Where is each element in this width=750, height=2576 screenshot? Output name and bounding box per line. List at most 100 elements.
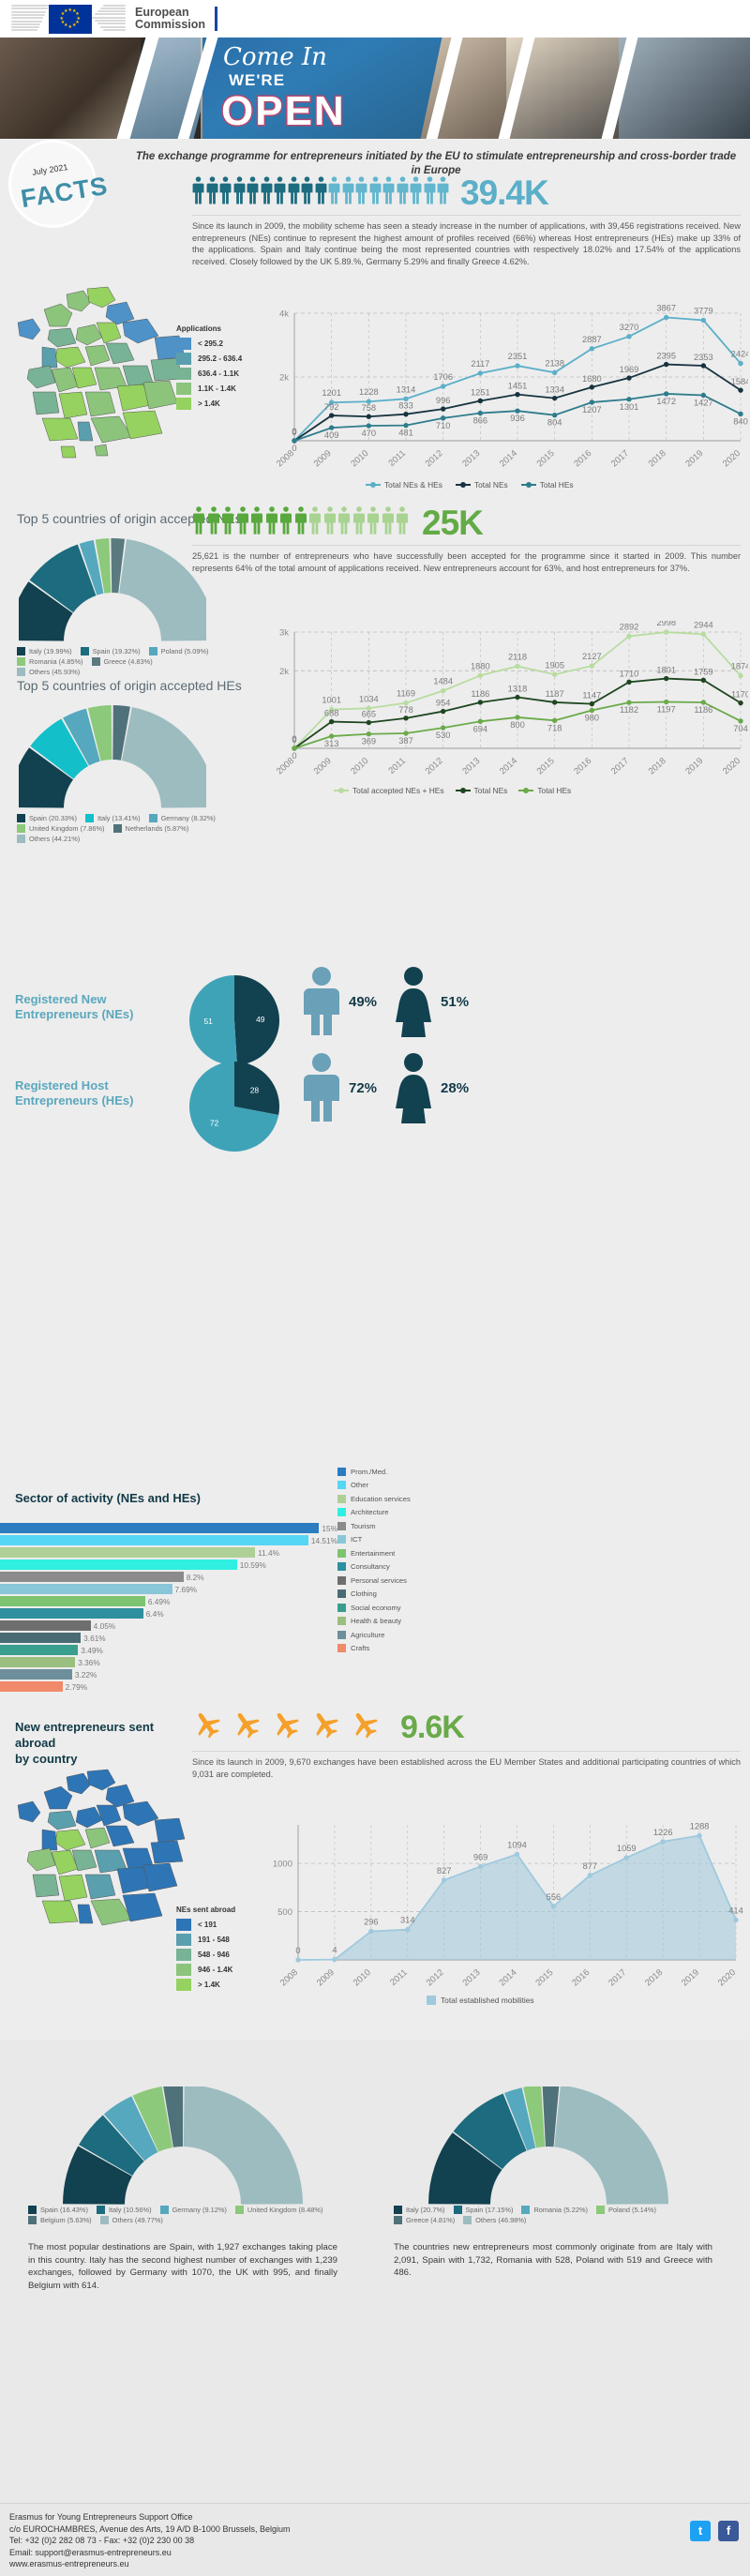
twitter-icon[interactable]: t: [690, 2521, 711, 2541]
sector-legend-swatch: [338, 1535, 346, 1544]
eu-commission-header: ★ ★ ★ ★ ★ ★ ★ ★ ★ ★ ★ ★ European Commission: [0, 0, 750, 38]
sector-legend-item: Entertainment: [338, 1546, 411, 1560]
sector-bar: [0, 1584, 172, 1594]
data-label: 1034: [359, 694, 379, 703]
legend-label: Romania (5.22%): [533, 2206, 588, 2214]
person-icon: [315, 176, 326, 204]
sector-bar: [0, 1572, 184, 1582]
pie-slice: [189, 1062, 279, 1152]
map-legend-swatch: [176, 398, 191, 410]
donut-slice: [63, 2146, 132, 2205]
legend-label: Spain (20.33%): [29, 814, 77, 822]
sector-bar-row: 2.79%: [0, 1681, 338, 1692]
map-legend-list: < 295.2 295.2 - 636.4 636.4 - 1.1K 1.1K - 1…: [176, 338, 242, 410]
data-label: 1706: [433, 372, 453, 382]
x-tick-label: 2015: [533, 1967, 555, 1988]
sector-bar-row: 7.69%: [0, 1584, 338, 1594]
person-icon: [294, 506, 307, 535]
registered-he-title-1: Registered Host: [15, 1078, 109, 1092]
data-label: 2127: [582, 652, 602, 661]
legend-item: Total NEs & HEs: [366, 480, 442, 490]
legend-label: Spain (16.43%): [40, 2206, 88, 2214]
donut-chart-origin: [428, 2086, 668, 2205]
data-label: 2998: [656, 621, 676, 627]
sector-legend-item: Agriculture: [338, 1628, 411, 1642]
map-legend-title: Applications: [176, 324, 222, 333]
chart-mobilities: 500 1000 0 4 296 314 827 969 1094 556 877 1059 1226 1…: [273, 1822, 743, 1989]
sector-legend-swatch: [338, 1521, 346, 1530]
sector-bar-label: 11.4%: [258, 1547, 279, 1558]
data-label: 665: [362, 710, 377, 719]
legend-item: Total NEs: [455, 480, 508, 490]
destinations-paragraph: The most popular destinations are Spain,…: [28, 2242, 338, 2291]
pie-chart-he-gender: 28 72: [189, 1062, 279, 1152]
legend-label: Greece (4.81%): [406, 2216, 456, 2224]
sector-bar-label: 3.36%: [78, 1657, 100, 1667]
pie-slice-label: 72: [210, 1119, 219, 1128]
donut-slice: [504, 2087, 536, 2151]
eu-org-line2: Commission: [135, 18, 206, 31]
donut-origin-legend: Italy (20.7%) Spain (17.15%) Romania (5.22…: [394, 2206, 722, 2226]
donut-ne-legend: Italy (19.99%) Spain (19.32%) Poland (5.09…: [17, 647, 228, 678]
sector-legend-item: Other: [338, 1479, 411, 1493]
person-icon: [355, 176, 368, 209]
facebook-icon[interactable]: f: [718, 2521, 739, 2541]
sector-bar-label: 15%: [322, 1523, 338, 1533]
donut-slice: [30, 718, 89, 779]
sector-bar-label: 3.49%: [81, 1645, 103, 1655]
data-label: 414: [728, 1906, 743, 1915]
data-label: 804: [548, 418, 562, 428]
sector-legend-label: Crafts: [351, 1644, 370, 1653]
person-icon: [219, 176, 232, 204]
footer-line-4: Email: support@erasmus-entrepreneurs.eu: [9, 2547, 172, 2557]
data-label: 4: [332, 1946, 337, 1955]
registered-he-gender-row: 72% 28%: [300, 1052, 469, 1123]
eu-star-icon: ★: [75, 20, 80, 25]
person-icon: [352, 506, 366, 539]
sector-bar-row: 14.51%: [0, 1535, 338, 1545]
sector-legend-swatch: [338, 1630, 346, 1639]
person-icon: [261, 176, 272, 204]
x-tick-label: 2009: [312, 448, 334, 469]
sector-legend-label: Tourism: [351, 1521, 376, 1530]
data-label: 0: [292, 735, 296, 745]
data-label: 2424: [731, 350, 748, 359]
person-icon: [279, 506, 292, 539]
x-tick-label: 2012: [425, 1967, 446, 1988]
legend-label: Italy (13.41%): [97, 814, 141, 822]
divider-accepted: [192, 545, 741, 546]
sector-bar-label: 2.79%: [65, 1681, 88, 1692]
data-label: 1201: [322, 388, 341, 398]
person-icon: [233, 176, 245, 204]
sector-bar-row: 3.49%: [0, 1645, 338, 1655]
sector-legend-label: Consultancy: [351, 1562, 390, 1572]
divider-sent-abroad: [192, 1751, 741, 1752]
legend-label: Others (45.93%): [29, 668, 81, 676]
data-label: 1484: [433, 677, 453, 686]
legend-item: Others (46.98%): [463, 2216, 526, 2224]
sector-bar-row: 8.2%: [0, 1572, 338, 1582]
y-tick-label: 2k: [279, 373, 289, 384]
legend-item: Greece (4.81%): [394, 2216, 455, 2224]
data-label: 1186: [471, 689, 489, 699]
legend-swatch: [112, 824, 122, 833]
sector-legend-item: Education services: [338, 1492, 411, 1506]
person-icon: [424, 176, 436, 209]
legend-item: Total NEs: [455, 786, 507, 795]
data-label: 2892: [620, 622, 639, 631]
facts-date: July 2021: [31, 162, 69, 177]
person-icon: [342, 176, 354, 209]
sector-legend-swatch: [338, 1508, 346, 1517]
plane-icon: [350, 1709, 382, 1745]
map-legend-row: 295.2 - 636.4: [176, 353, 242, 365]
sector-bar: [0, 1547, 256, 1558]
data-label: 1874: [731, 662, 748, 671]
person-icon: [301, 176, 313, 204]
sector-bar-label: 8.2%: [186, 1572, 204, 1582]
registered-he-title: Registered Host Entrepreneurs (HEs): [15, 1078, 193, 1108]
donut-slice: [95, 538, 112, 594]
donut-slice: [19, 747, 73, 808]
data-label: 954: [436, 699, 451, 708]
map-legend-swatch: [176, 338, 191, 350]
